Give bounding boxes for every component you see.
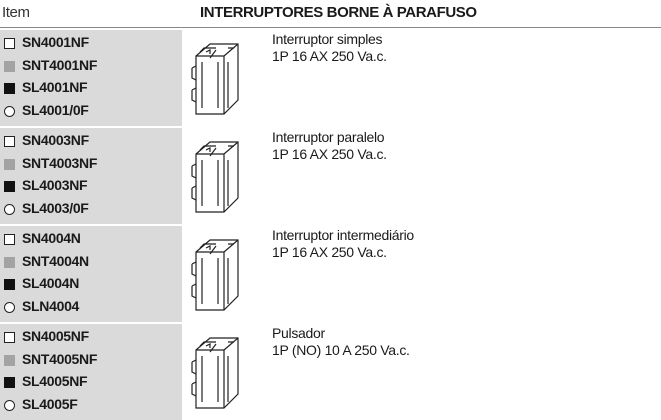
item-code: SN4001NF (22, 34, 89, 50)
product-spec: 1P 16 AX 250 Va.c. (272, 48, 387, 64)
switch-icon (191, 141, 239, 213)
product-row: SN4005NF SNT4005NF SL4005NF SL4005F Pulsador… (0, 324, 661, 420)
column-header: Item (2, 4, 30, 21)
finish-symbol (4, 279, 15, 290)
item-code: SL4003NF (22, 177, 88, 193)
finish-symbol (4, 136, 15, 147)
finish-symbol (4, 203, 15, 215)
product-row: SN4001NF SNT4001NF SL4001NF SL4001/0F Interr… (0, 30, 661, 126)
switch-icon (191, 239, 239, 311)
switch-image (188, 332, 248, 417)
item-code: SL4003/0F (22, 199, 89, 216)
finish-symbol (4, 83, 15, 94)
item-code: SNT4001NF (22, 56, 98, 73)
finish-symbol (4, 399, 15, 411)
item-code: SL4004N (22, 275, 80, 291)
product-spec: 1P 16 AX 250 Va.c. (272, 146, 387, 162)
finish-symbol (4, 60, 15, 72)
header-rule (0, 27, 661, 28)
item-code: SL4005NF (22, 373, 88, 389)
finish-symbol (4, 354, 15, 366)
finish-symbol (4, 377, 15, 388)
product-row: SN4004N SNT4004N SL4004N SLN4004 Interruptor… (0, 226, 661, 322)
table-title: INTERRUPTORES BORNE À PARAFUSO (200, 4, 477, 21)
item-code: SNT4004N (22, 252, 89, 269)
product-name: Interruptor intermediário (272, 227, 414, 243)
finish-symbol (4, 256, 15, 268)
switch-image (188, 136, 248, 221)
item-code: SL4001/0F (22, 101, 89, 118)
item-code: SL4001NF (22, 79, 88, 95)
item-cell: SN4001NF SNT4001NF SL4001NF SL4001/0F (0, 30, 182, 126)
finish-symbol (4, 181, 15, 192)
item-code: SNT4003NF (22, 154, 98, 171)
switch-icon (191, 43, 239, 115)
product-name: Interruptor simples (272, 31, 383, 47)
item-code: SN4004N (22, 230, 81, 246)
item-code: SN4005NF (22, 328, 89, 344)
finish-symbol (4, 234, 15, 245)
item-cell: SN4004N SNT4004N SL4004N SLN4004 (0, 226, 182, 322)
finish-symbol (4, 38, 15, 49)
product-name: Interruptor paralelo (272, 129, 385, 145)
item-code: SL4005F (22, 395, 78, 412)
switch-image (188, 38, 248, 123)
item-code: SN4003NF (22, 132, 89, 148)
finish-symbol (4, 105, 15, 117)
item-code: SNT4005NF (22, 350, 98, 367)
item-cell: SN4003NF SNT4003NF SL4003NF SL4003/0F (0, 128, 182, 224)
finish-symbol (4, 332, 15, 343)
finish-symbol (4, 301, 15, 313)
product-row: SN4003NF SNT4003NF SL4003NF SL4003/0F Interr… (0, 128, 661, 224)
switch-icon (191, 337, 239, 409)
item-cell: SN4005NF SNT4005NF SL4005NF SL4005F (0, 324, 182, 420)
finish-symbol (4, 158, 15, 170)
switch-image (188, 234, 248, 319)
item-code: SLN4004 (22, 297, 80, 314)
product-spec: 1P (NO) 10 A 250 Va.c. (272, 342, 410, 358)
product-spec: 1P 16 AX 250 Va.c. (272, 244, 387, 260)
product-name: Pulsador (272, 325, 325, 341)
